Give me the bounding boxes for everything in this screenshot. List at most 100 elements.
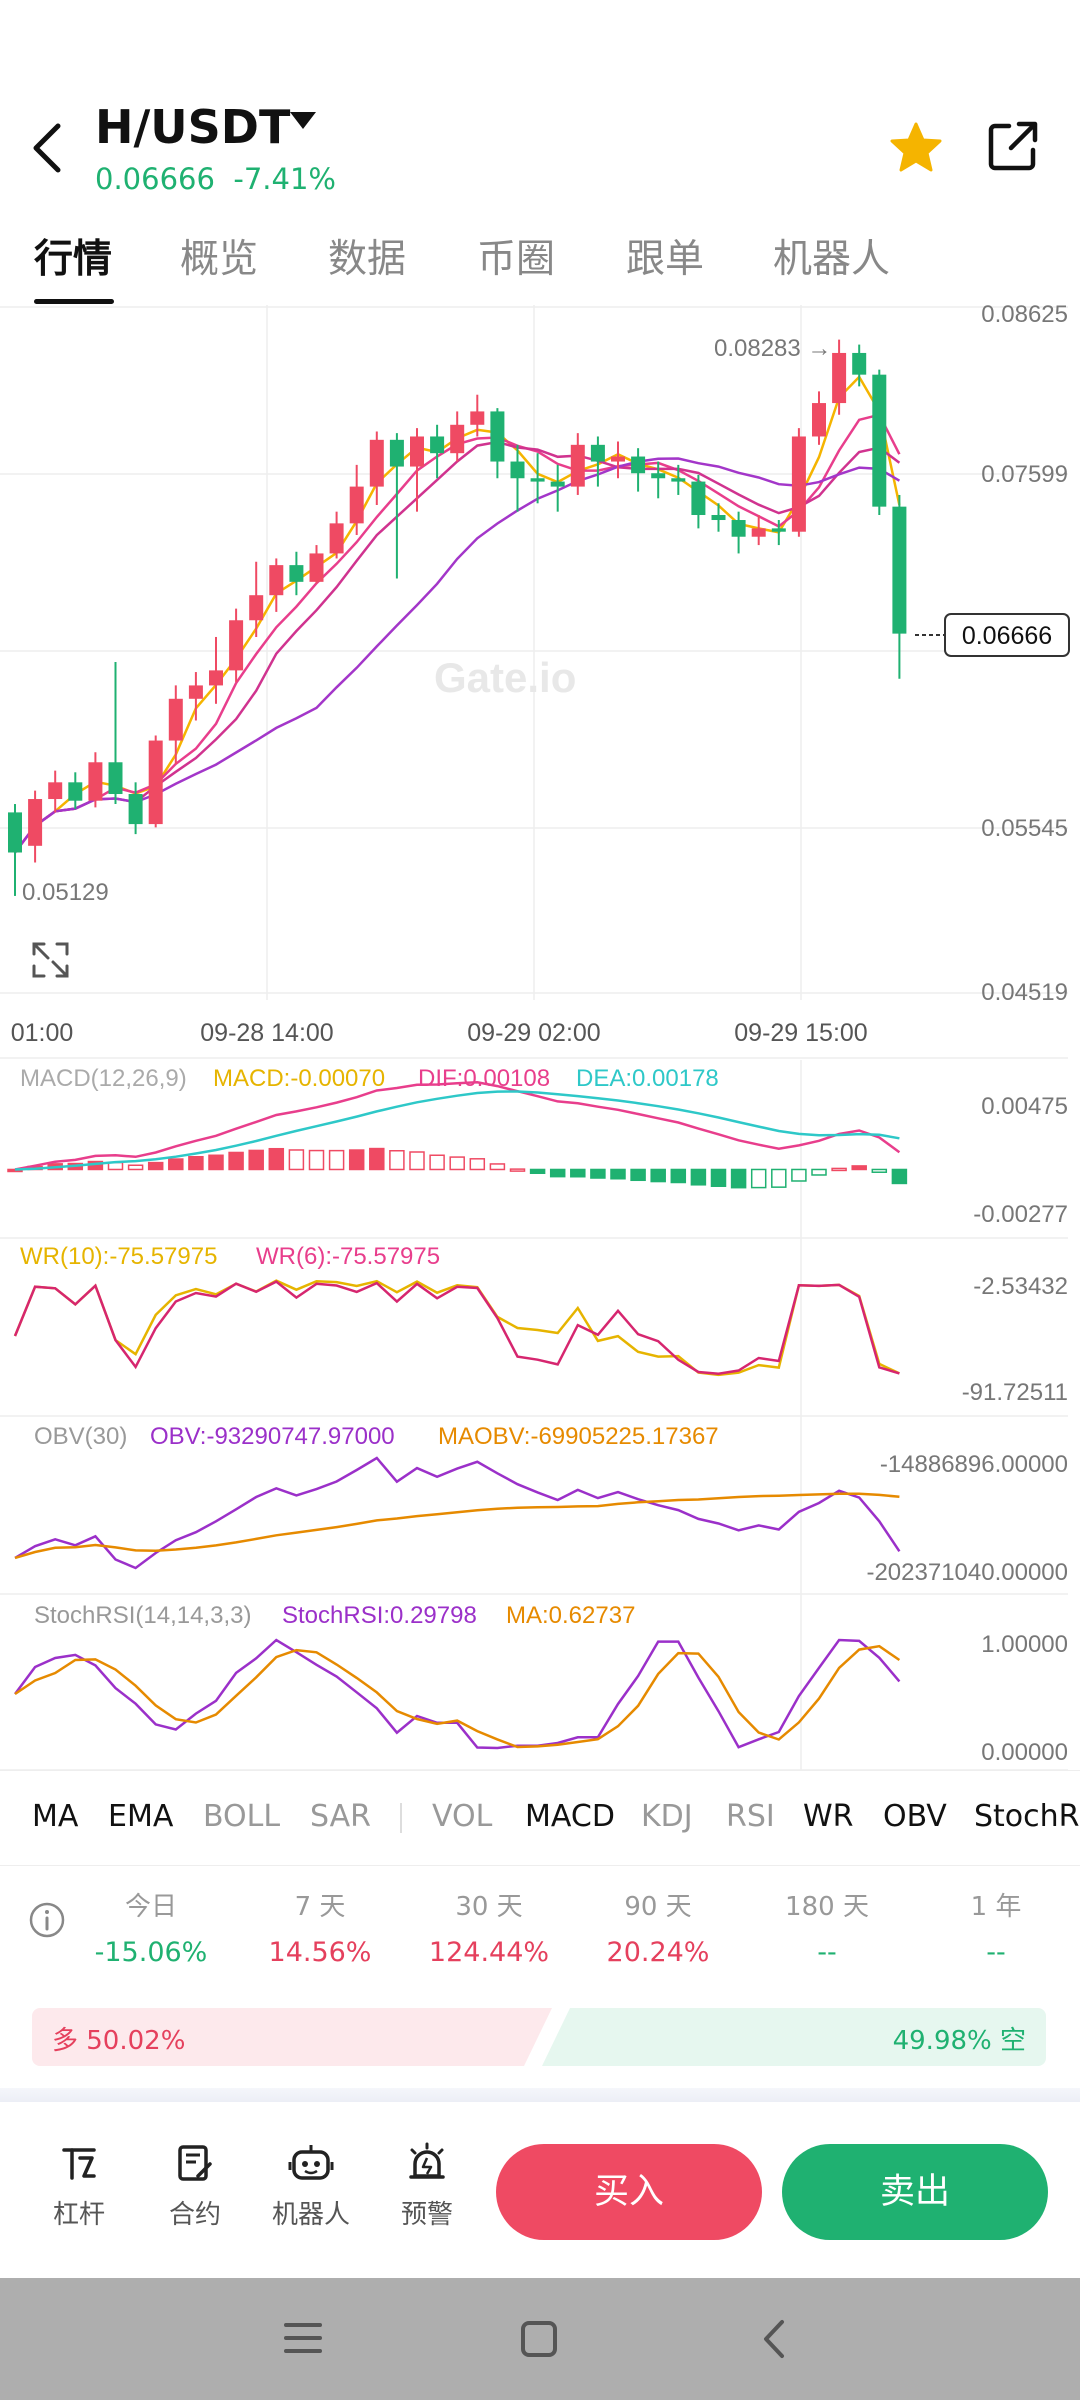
leverage-button[interactable]: 杠杆 (34, 2142, 124, 2231)
perf-30d: 30 天 124.44% (419, 1886, 559, 1968)
fullscreen-icon[interactable] (32, 942, 69, 978)
obv-line (14, 1456, 901, 1570)
pair-title[interactable]: H/USDT (95, 100, 291, 154)
candle-body (369, 439, 384, 487)
leverage-icon (62, 2148, 96, 2180)
perf-7d: 7 天 14.56% (250, 1886, 390, 1968)
time-axis-0: 01:00 (11, 1019, 74, 1047)
tab-overview[interactable]: 概览 (180, 237, 259, 282)
time-axis-3: 09-29 15:00 (734, 1019, 867, 1047)
indicator-rsi[interactable]: RSI (726, 1799, 775, 1834)
candle-body (711, 515, 726, 521)
macd-bar (449, 1156, 465, 1171)
macd-value: MACD:-0.00070 (213, 1065, 385, 1092)
tab-copytrade[interactable]: 跟单 (626, 237, 705, 282)
candle-body (671, 478, 686, 482)
robot-button[interactable]: 机器人 (266, 2142, 356, 2231)
robot-label: 机器人 (271, 2200, 350, 2230)
indicator-vol[interactable]: VOL (432, 1799, 493, 1834)
candle-body (631, 456, 646, 474)
share-icon[interactable] (985, 118, 1041, 174)
price-summary: 0.06666 -7.41% (95, 162, 336, 196)
candle-body (450, 424, 465, 454)
macd-bar (147, 1161, 164, 1171)
candle-body (289, 565, 304, 582)
perf-value: -- (986, 1937, 1006, 1968)
short-ratio-label: 49.98% 空 (892, 2026, 1026, 2056)
short-ratio-bar (542, 2008, 1046, 2066)
favorite-star-icon[interactable] (888, 120, 944, 176)
macd-bar (328, 1149, 345, 1171)
perf-value: 20.24% (606, 1937, 710, 1968)
grid (0, 305, 1068, 1770)
macd-bar (710, 1168, 727, 1187)
price-axis-2: 0.07599 (981, 461, 1068, 488)
tab-market[interactable]: 行情 (34, 237, 113, 282)
macd-bar (127, 1164, 144, 1171)
menu-icon[interactable] (282, 2318, 324, 2358)
macd-bar (208, 1154, 224, 1171)
candle-body (430, 436, 445, 454)
low-label: 0.05129 (22, 879, 109, 906)
perf-label: 90 天 (624, 1892, 692, 1922)
wr6-value: WR(6):-75.57975 (256, 1243, 440, 1270)
candle-body (28, 799, 43, 846)
obv-axis-bottom: -202371040.00000 (866, 1559, 1068, 1586)
indicator-divider (400, 1803, 402, 1833)
perf-value: -15.06% (94, 1937, 208, 1968)
chart-area[interactable]: Gate.io 0.08625 0.07599 0.05545 0.04519 … (0, 305, 1080, 1770)
long-short-ratio: 多 50.02% 49.98% 空 (32, 2008, 1046, 2066)
alarm-icon (409, 2142, 445, 2179)
candle-body (309, 553, 324, 582)
candle-body (852, 352, 867, 375)
perf-value: 124.44% (428, 1937, 550, 1968)
leverage-label: 杠杆 (52, 2200, 105, 2230)
indicator-wr[interactable]: WR (803, 1799, 854, 1834)
tab-data[interactable]: 数据 (328, 237, 407, 282)
indicator-ema[interactable]: EMA (108, 1799, 174, 1834)
macd-bar (570, 1168, 586, 1178)
obv-value: OBV:-93290747.97000 (150, 1423, 395, 1450)
wr10-line (13, 1279, 900, 1377)
performance-row: 今日 -15.06% 7 天 14.56% 30 天 124.44% 90 天 … (0, 1865, 1080, 1985)
tab-underline (34, 299, 114, 304)
indicator-boll[interactable]: BOLL (203, 1799, 281, 1834)
tab-bot[interactable]: 机器人 (773, 237, 891, 282)
contract-button[interactable]: 合约 (150, 2142, 240, 2231)
macd-bar (308, 1149, 325, 1171)
indicator-macd[interactable]: MACD (525, 1799, 615, 1834)
candle-body (168, 698, 183, 741)
indicator-sar[interactable]: SAR (310, 1799, 371, 1834)
home-icon[interactable] (518, 2318, 560, 2360)
time-axis-2: 09-29 02:00 (467, 1019, 600, 1047)
indicator-stochrsi[interactable]: StochRSI (974, 1799, 1080, 1834)
stoch-value: StochRSI:0.29798 (282, 1602, 477, 1629)
sell-button[interactable]: 卖出 (782, 2144, 1048, 2240)
nav-back-icon[interactable] (756, 2316, 792, 2362)
alert-button[interactable]: 预警 (382, 2142, 472, 2231)
price-axis-bottom: 0.04519 (981, 979, 1068, 1006)
tab-community[interactable]: 币圈 (477, 237, 556, 282)
candle-body (590, 444, 605, 462)
candle-body (691, 481, 706, 516)
candle-body (771, 528, 786, 532)
pair-dropdown-icon[interactable] (290, 112, 316, 129)
macd-bar (650, 1168, 666, 1183)
macd-bar (248, 1149, 264, 1171)
info-icon[interactable] (28, 1901, 66, 1939)
macd-bar (549, 1168, 566, 1178)
wr6-line (13, 1280, 900, 1375)
candle-body (812, 403, 826, 437)
back-arrow-icon[interactable] (26, 118, 70, 178)
stoch-axis-top: 1.00000 (981, 1631, 1068, 1658)
time-axis-1: 09-28 14:00 (200, 1019, 333, 1047)
price-axis-top: 0.08625 (981, 305, 1068, 328)
indicator-ma[interactable]: MA (32, 1799, 79, 1834)
buy-button[interactable]: 买入 (496, 2144, 762, 2240)
ma-line-mid2 (14, 440, 901, 854)
indicator-obv[interactable]: OBV (883, 1799, 947, 1834)
indicator-kdj[interactable]: KDJ (641, 1799, 693, 1834)
watermark: Gate.io (434, 654, 576, 701)
macd-bar (188, 1155, 204, 1171)
macd-bar (268, 1147, 285, 1171)
